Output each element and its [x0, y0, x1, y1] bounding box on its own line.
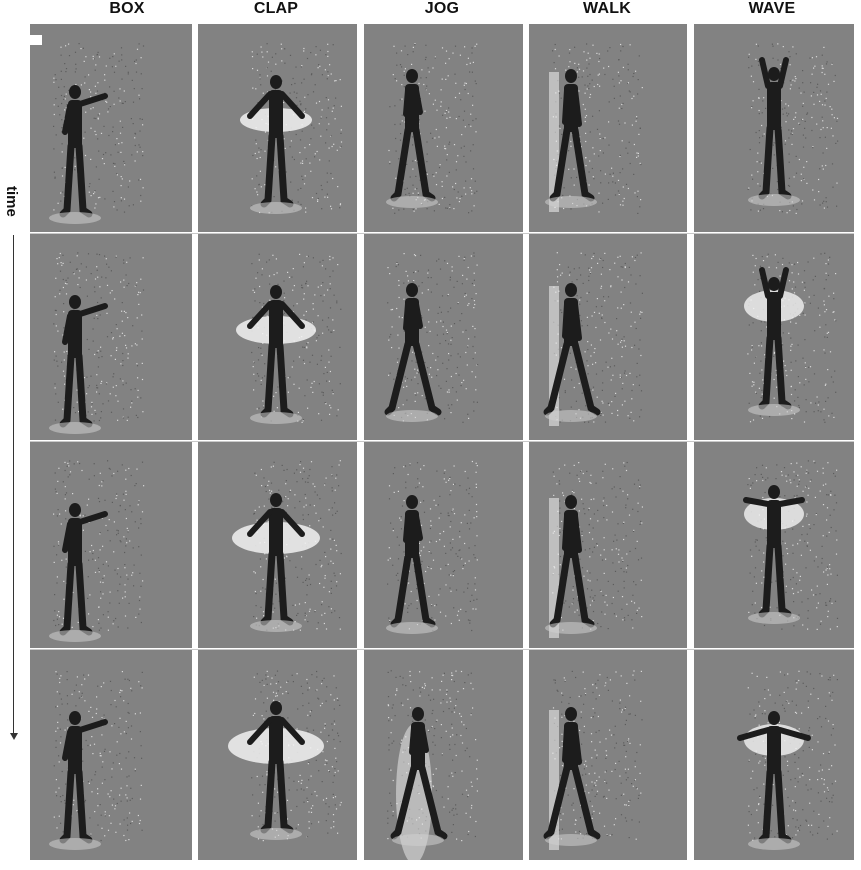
- time-axis-arrowhead: [10, 733, 18, 740]
- row-separator: [30, 441, 854, 442]
- frame-clap-t1: [198, 24, 357, 232]
- frame-walk-t3: [529, 442, 687, 648]
- frame-jog-t3: [364, 442, 523, 648]
- corner-notch: [28, 35, 42, 45]
- frame-box-t3: [30, 442, 192, 648]
- frame-wave-t4: [694, 650, 854, 860]
- column-header-box: BOX: [109, 0, 145, 17]
- frame-clap-t3: [198, 442, 357, 648]
- frame-clap-t4: [198, 650, 357, 860]
- frame-walk-t4: [529, 650, 687, 860]
- frame-box-t1: [30, 24, 192, 232]
- frame-jog-t2: [364, 234, 523, 440]
- row-separator: [30, 233, 854, 234]
- column-header-walk: WALK: [583, 0, 631, 17]
- column-header-jog: JOG: [424, 0, 460, 17]
- frame-box-t2: [30, 234, 192, 440]
- frame-jog-t1: [364, 24, 523, 232]
- frame-jog-t4: [364, 650, 523, 860]
- column-header-clap: CLAP: [253, 0, 299, 17]
- frame-walk-t1: [529, 24, 687, 232]
- time-axis-label: time: [3, 186, 20, 217]
- time-axis-line: [13, 235, 14, 735]
- frame-wave-t1: [694, 24, 854, 232]
- frame-wave-t3: [694, 442, 854, 648]
- column-header-wave: WAVE: [748, 0, 796, 17]
- frame-wave-t2: [694, 234, 854, 440]
- frame-clap-t2: [198, 234, 357, 440]
- row-separator: [30, 649, 854, 650]
- frame-walk-t2: [529, 234, 687, 440]
- frame-box-t4: [30, 650, 192, 860]
